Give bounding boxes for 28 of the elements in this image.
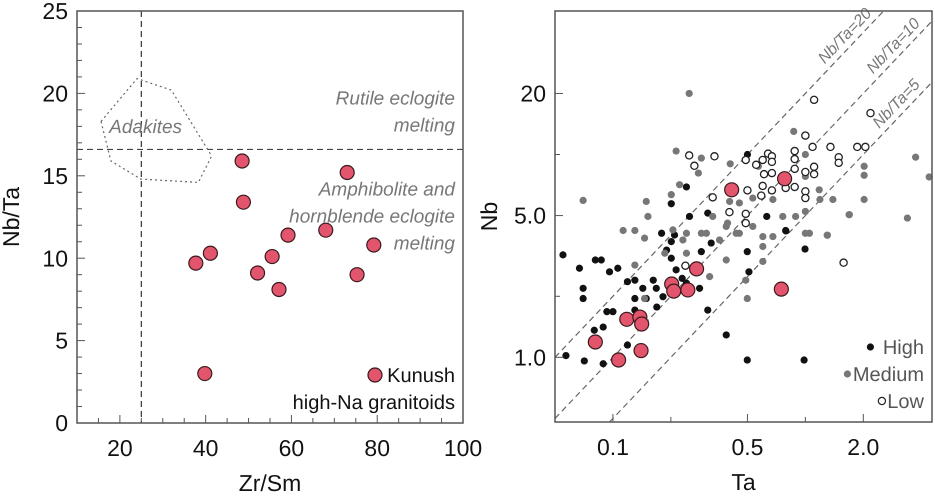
y-tick-label: 15: [42, 162, 68, 189]
annotation: Amphibolite and hornblende eclogite melting: [289, 179, 456, 254]
y-tick-label: 20: [520, 80, 546, 107]
x-tick-label: 2.0: [847, 434, 880, 460]
y-tick-label: 25: [42, 0, 68, 24]
x-tick-label: 100: [444, 435, 482, 461]
y-axis-title: Nb/Ta: [0, 186, 24, 248]
y-tick-label: 20: [42, 80, 68, 106]
x-axis-title: Zr/Sm: [238, 470, 302, 496]
x-tick-label: 0.1: [596, 434, 629, 460]
y-tick-label: 5: [55, 328, 68, 354]
x-tick-label: 40: [192, 435, 218, 461]
y-axis-title: Nb: [476, 202, 502, 232]
annotation: Rutile eclogite melting: [336, 88, 456, 136]
annotation: Adakites: [108, 117, 183, 138]
y-tick-label: 1.0: [514, 344, 546, 370]
y-tick-label: 0: [55, 410, 68, 436]
x-tick-label: 20: [107, 435, 133, 461]
x-tick-label: 60: [278, 435, 304, 461]
legend-label: Low: [887, 391, 925, 413]
y-tick-label: 10: [42, 245, 68, 272]
legend-label: High: [882, 337, 924, 359]
y-tick-label: 5.0: [514, 202, 546, 229]
legend-label: Kunush high-Na granitoids: [292, 365, 455, 414]
x-tick-label: 80: [364, 435, 390, 461]
x-tick-label: 0.5: [731, 434, 764, 460]
legend-label: Medium: [852, 364, 924, 386]
x-axis-title: Ta: [731, 469, 756, 495]
